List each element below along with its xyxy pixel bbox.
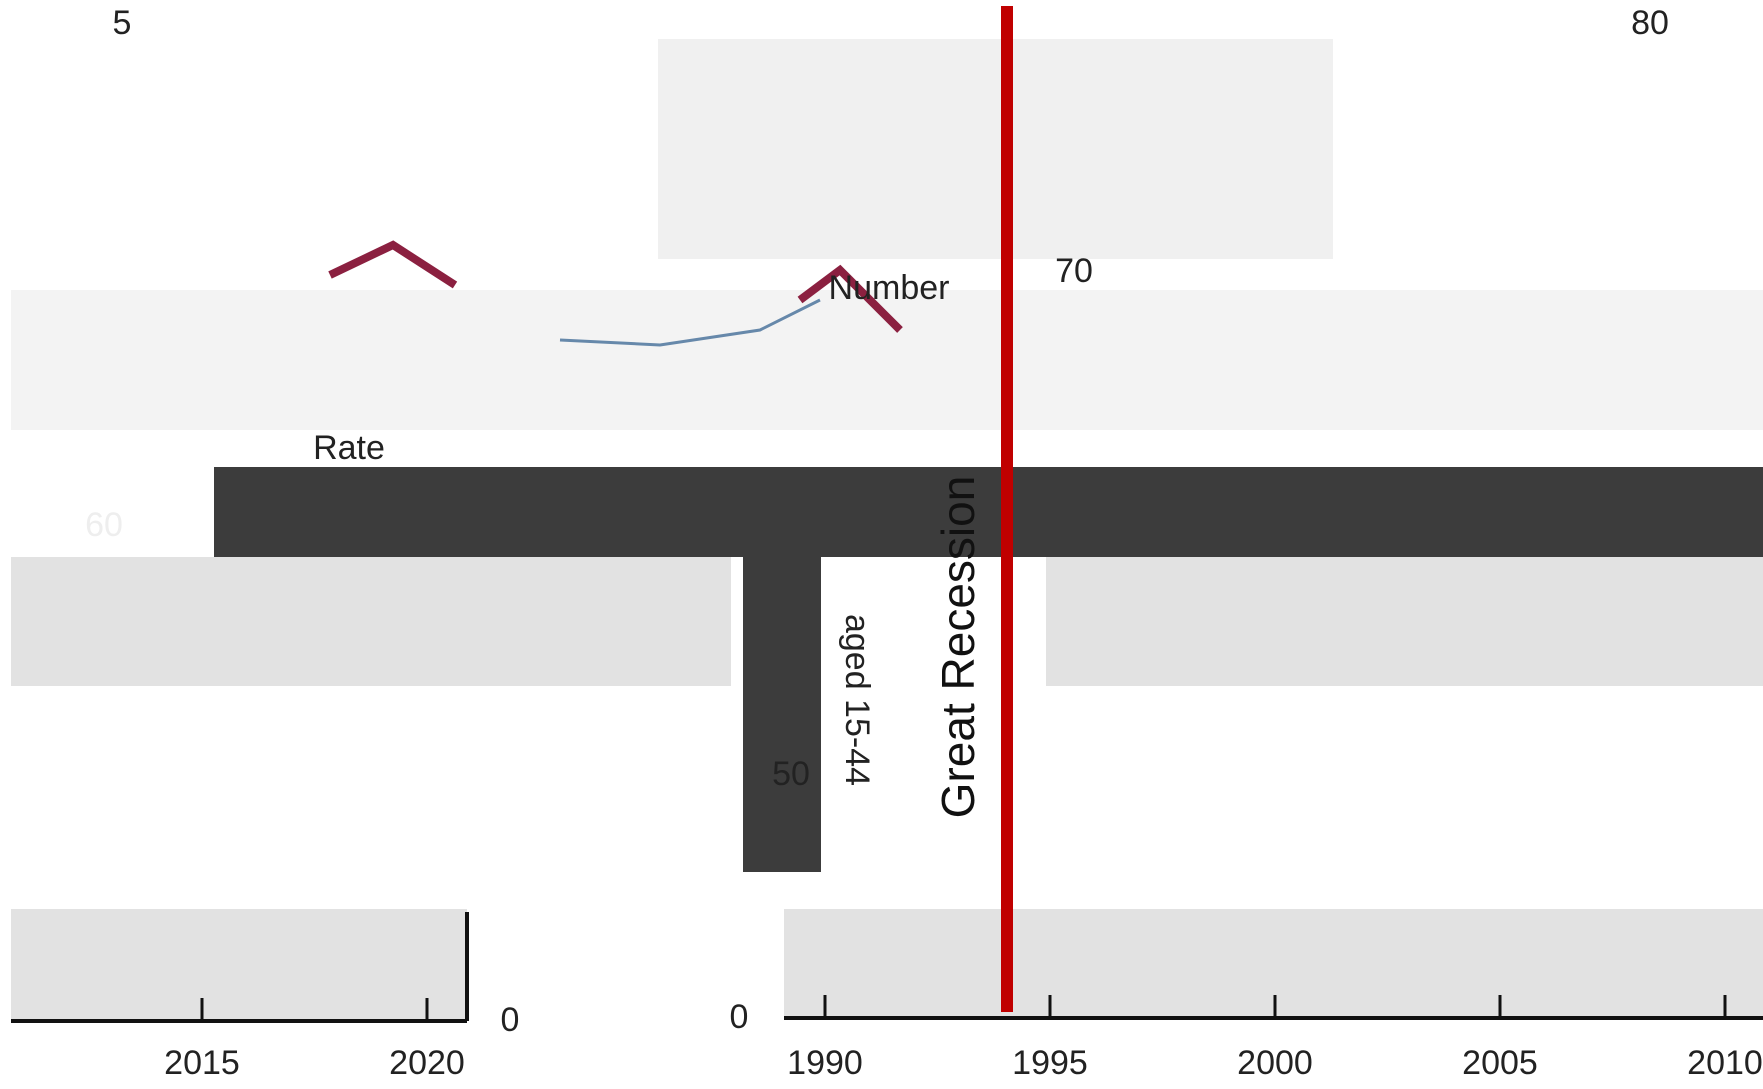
dark-block xyxy=(743,557,821,872)
screenshot: 2015 2020 5 60 0 Rate 1990 1995 2000 200… xyxy=(0,0,1763,1089)
x-tick-label: 2000 xyxy=(1237,1044,1313,1082)
y-tick-label: 80 xyxy=(1631,4,1669,42)
x-tick-label: 2005 xyxy=(1462,1044,1538,1082)
y-tick-label: 5 xyxy=(113,4,132,42)
annotation: Great Recession xyxy=(932,476,984,819)
x-tick-label: 2015 xyxy=(164,1044,240,1082)
dark-band xyxy=(214,467,1763,557)
x-tick-label: 2010 xyxy=(1687,1044,1763,1082)
gray-region xyxy=(11,557,731,686)
y-tick-label: 0 xyxy=(501,1001,520,1039)
x-tick-label: 1990 xyxy=(787,1044,863,1082)
y-tick-label: 70 xyxy=(1055,252,1093,290)
glitch-band xyxy=(11,290,1763,430)
y-tick-label: 60 xyxy=(85,506,123,544)
gray-region xyxy=(1046,557,1763,686)
gray-region xyxy=(658,39,1333,259)
rotated-label: aged 15-44 xyxy=(838,614,876,786)
axis-label: Number xyxy=(829,269,950,307)
x-tick-label: 1995 xyxy=(1012,1044,1088,1082)
page: {"left_panel": {"x_ticks": ["2015", "202… xyxy=(0,0,1763,1089)
x-tick-label: 2020 xyxy=(389,1044,465,1082)
y-tick-label: 50 xyxy=(772,755,810,793)
gray-region xyxy=(11,909,467,1021)
y-tick-label: 0 xyxy=(730,998,749,1036)
axis-label: Rate xyxy=(313,429,385,467)
